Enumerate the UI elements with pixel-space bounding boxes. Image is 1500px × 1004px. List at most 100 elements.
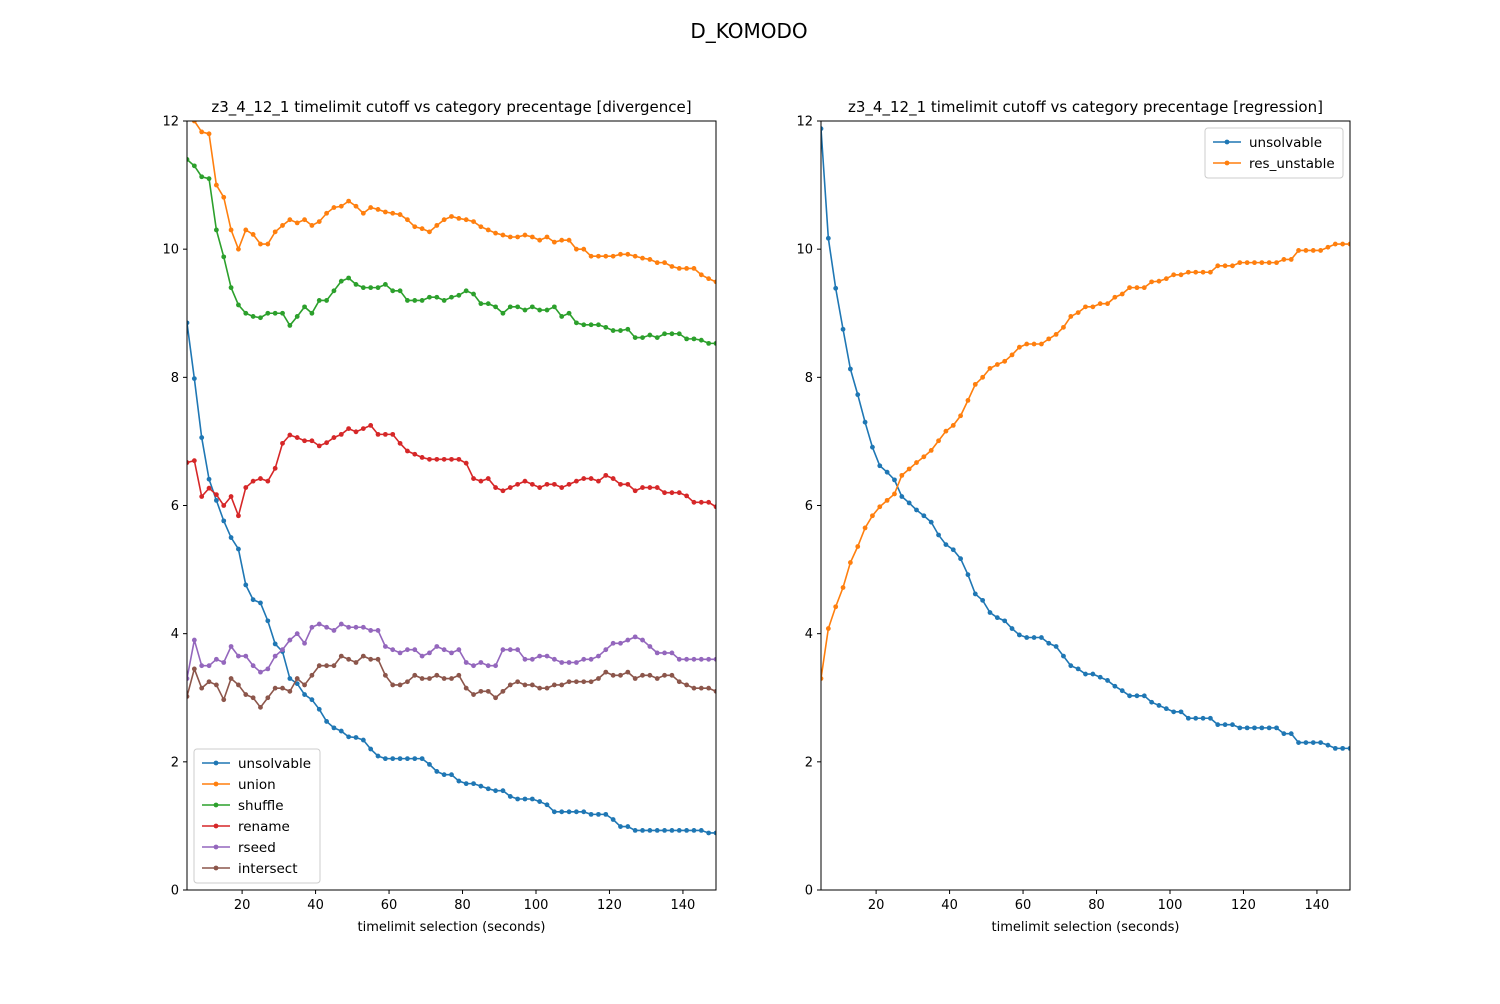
chart-1-xlabel: timelimit selection (seconds)	[992, 920, 1180, 935]
chart-0-series-rseed-point	[566, 660, 572, 665]
chart-0-series-union-point	[647, 257, 653, 262]
chart-1-series-group	[821, 126, 1350, 751]
chart-0-series-intersect-point	[684, 682, 690, 688]
chart-0-series-intersect-point	[485, 688, 491, 694]
chart-0-series-rseed-point	[522, 656, 528, 662]
chart-0-series-shuffle-point	[478, 301, 484, 307]
chart-0-series-rseed-point	[397, 650, 403, 656]
chart-0-series-intersect-point	[588, 679, 594, 685]
chart-0-series-rename-point	[713, 504, 716, 510]
chart-0-legend-swatch-marker	[213, 823, 219, 829]
chart-0-series-rename-point	[566, 481, 572, 487]
chart-0-series-rseed-point	[236, 653, 241, 659]
chart-0-series-intersect-point	[522, 682, 528, 688]
chart-0-series-rseed-point	[632, 634, 638, 640]
chart-0-series-union-point	[574, 246, 579, 252]
chart-1-series-res_unstable-point	[870, 513, 875, 519]
chart-0-series-rseed-point	[441, 647, 447, 653]
chart-0-series-intersect-point	[412, 672, 418, 678]
chart-0-series-rseed-point	[698, 656, 704, 662]
chart-0-series-unsolvable-point	[375, 753, 381, 759]
chart-0-series-rename-point	[382, 431, 388, 437]
chart-0-series-unsolvable-point	[191, 376, 197, 382]
chart-0-series-unsolvable-point	[353, 735, 359, 740]
chart-0-series-union-point	[236, 246, 241, 252]
chart-1-series-unsolvable-point	[950, 547, 956, 553]
chart-1-ytick-label: 6	[805, 499, 813, 514]
chart-0-series-union-point	[485, 227, 491, 233]
chart-0-series-shuffle-point	[397, 288, 403, 294]
chart-0-series-union-point	[676, 265, 682, 271]
chart-1-series-res_unstable-point	[1075, 310, 1081, 316]
chart-0-series-intersect-point	[375, 656, 381, 662]
chart-0-series-rename-point	[551, 481, 557, 487]
chart-0-series-rseed-point	[515, 647, 521, 653]
chart-0-series-rseed-point	[191, 637, 197, 643]
chart-0-series-shuffle-point	[405, 298, 410, 303]
chart-0-series-shuffle-point	[243, 310, 249, 316]
chart-1-series-res_unstable-point	[1141, 285, 1147, 291]
chart-0-series-rename-point	[287, 432, 293, 438]
chart-1-series-unsolvable-point	[1325, 742, 1331, 748]
chart-1-series-unsolvable-point	[987, 610, 993, 615]
chart-0-series-rseed-point	[199, 663, 205, 669]
chart-0-series-rename-point	[199, 494, 205, 499]
chart-1-series-res_unstable-point	[950, 423, 956, 428]
chart-0-series-shuffle-point	[640, 335, 645, 340]
chart-0-series-rseed-point	[316, 621, 322, 627]
chart-1-series-unsolvable-point	[1163, 706, 1169, 712]
chart-1-series-unsolvable-point	[1031, 635, 1037, 640]
chart-0-series-rseed-point	[456, 647, 462, 653]
chart-0-series-rseed-point	[625, 637, 631, 643]
chart-0-series-rename-point	[640, 485, 645, 490]
chart-0-series-shuffle-point	[324, 298, 329, 303]
chart-0-series-union-point	[478, 224, 484, 230]
chart-0-series-unsolvable-point	[236, 546, 241, 552]
chart-0-series-union-point	[221, 194, 227, 200]
chart-0-series-rseed-point	[360, 624, 366, 630]
chart-1-series-unsolvable-point	[914, 507, 919, 513]
chart-0-series-unsolvable-point	[302, 692, 307, 697]
chart-0-series-shuffle-point	[559, 314, 565, 319]
chart-0-ytick-label: 12	[162, 115, 179, 130]
chart-0-series-shuffle-point	[346, 275, 352, 281]
chart-1-series-unsolvable-point	[1141, 693, 1147, 699]
chart-0-series-union-point	[603, 253, 609, 259]
chart-1-series-unsolvable-point	[877, 463, 883, 469]
chart-0-series-union-point	[265, 241, 271, 247]
chart-0-series-unsolvable-point	[588, 811, 594, 817]
chart-0-series-shuffle-point	[250, 314, 256, 319]
chart-1-series-res_unstable-point	[1230, 263, 1235, 269]
chart-0-series-intersect-point	[529, 682, 535, 688]
chart-0-series-unsolvable-point	[676, 828, 682, 833]
chart-0-series-shuffle-point	[632, 335, 638, 340]
chart-1-series-res_unstable-point	[1083, 304, 1088, 310]
chart-0-series-intersect-point	[243, 692, 249, 697]
chart-1-series-unsolvable-point	[1134, 693, 1140, 699]
chart-0-series-union-point	[507, 234, 513, 240]
chart-1-series-res_unstable-point	[921, 454, 927, 460]
chart-1-series-res_unstable-point	[1061, 324, 1066, 330]
chart-0-series-rename-point	[669, 490, 675, 496]
chart-1-series-res_unstable-point	[899, 472, 905, 478]
chart-0-series-union-point	[331, 205, 337, 210]
chart-0-series-unsolvable-point	[265, 618, 271, 624]
chart-0-series-intersect-point	[199, 685, 205, 691]
chart-0-series-rseed-point	[478, 660, 484, 665]
chart-0-series-shuffle-point	[331, 288, 337, 294]
chart-1-series-res_unstable-point	[943, 428, 949, 434]
chart-0-series-intersect-point	[698, 685, 704, 691]
chart-0-series-rename-point	[236, 513, 241, 519]
chart-0-series-rseed-point	[537, 653, 543, 659]
chart-0-series-rename-point	[706, 499, 712, 505]
chart-0-ytick-label: 2	[171, 755, 179, 770]
chart-0-series-rename-point	[662, 490, 667, 496]
chart-1-series-res_unstable-point	[1252, 260, 1257, 266]
chart-1-series-res_unstable-point	[1288, 257, 1294, 262]
chart-0-series-union-point	[191, 121, 197, 124]
chart-0-series-rename-point	[618, 481, 623, 487]
chart-0-series-rseed-point	[272, 653, 278, 659]
chart-0-series-unsolvable-point	[647, 828, 653, 833]
chart-0-series-rename-point	[294, 435, 300, 440]
